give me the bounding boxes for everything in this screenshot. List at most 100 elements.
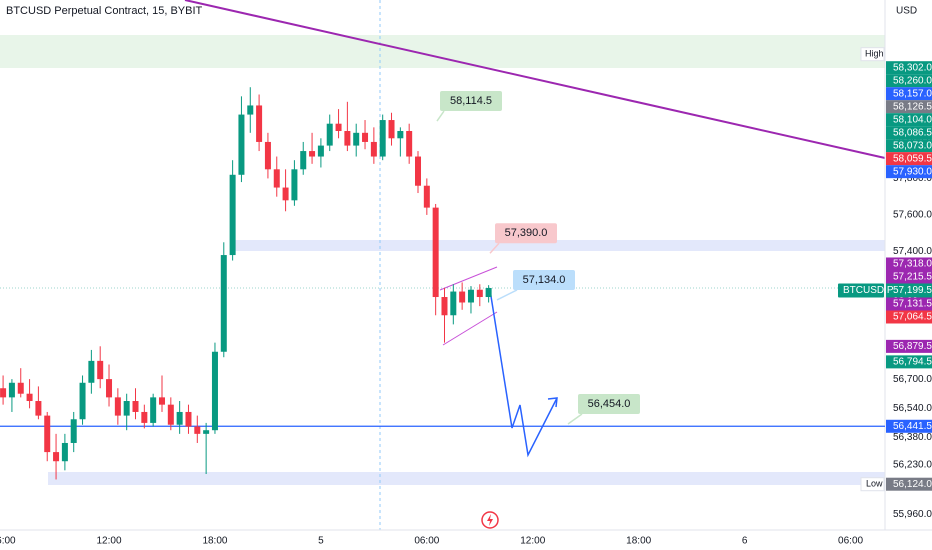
zone-green: [0, 35, 885, 68]
icon-circle[interactable]: [481, 511, 499, 529]
candle-body: [53, 452, 60, 462]
candle-body: [309, 151, 316, 157]
y-tick-label: 56,540.0: [893, 403, 932, 414]
candle-body: [406, 130, 413, 157]
candle-body: [132, 401, 139, 412]
price-tag-label: 56,794.5: [893, 357, 932, 368]
projection-arrow: [547, 397, 558, 408]
x-tick-label: 12:00: [520, 536, 545, 547]
candle-body: [326, 123, 333, 146]
low-tag: [860, 477, 885, 492]
candle-body: [370, 141, 377, 157]
candle-body: [423, 185, 430, 208]
candle-body: [106, 379, 113, 398]
zone-blue: [230, 240, 885, 251]
candle-body: [379, 120, 386, 157]
candle-body: [256, 105, 263, 142]
y-tick-label: 56,380.0: [893, 432, 932, 443]
symbol-tag: [838, 283, 884, 298]
candle-body: [167, 404, 174, 425]
candle-body: [44, 415, 51, 453]
candle-body: [415, 156, 422, 186]
candle-body: [141, 411, 148, 423]
candle-body: [388, 120, 395, 139]
candle-body: [459, 291, 466, 303]
candle-body: [123, 401, 130, 416]
candle-body: [282, 187, 289, 201]
price-tag-label: 56,124.0: [893, 479, 932, 490]
price-tag: [886, 113, 932, 127]
price-tag: [886, 419, 932, 433]
trend-line: [184, 0, 886, 159]
annotation-label: 57,134.0: [523, 274, 566, 286]
price-tag-label: 58,302.0: [893, 62, 932, 73]
candle-body: [211, 351, 218, 431]
price-tag: [886, 339, 932, 353]
candle-body: [432, 207, 439, 298]
candle-body: [273, 169, 280, 188]
annotation-label: 58,114.5: [450, 95, 492, 107]
y-tick-label: 57,800.0: [893, 173, 932, 184]
annotation-box: [495, 223, 557, 244]
annotation-box: [513, 269, 575, 290]
x-tick-label: 06:00: [838, 536, 863, 547]
high-tag: [860, 47, 885, 62]
icon-bolt[interactable]: [487, 514, 493, 526]
candle-body: [158, 397, 165, 405]
price-tag-label: 56,879.5: [893, 341, 932, 352]
price-tag-label: 58,260.0: [893, 75, 932, 86]
low-label: Low: [866, 479, 883, 489]
candle-body: [79, 382, 86, 420]
price-tag-label: 58,086.5: [893, 127, 932, 138]
x-tick-label: 12:00: [97, 536, 122, 547]
y-tick-label: 57,400.0: [893, 246, 932, 257]
price-tag: [886, 297, 932, 311]
price-tag-label: 56,441.5: [893, 421, 932, 432]
y-tick-label: 56,700.0: [893, 374, 932, 385]
candle-body: [88, 360, 95, 383]
x-tick-label: 06:00: [0, 536, 16, 547]
price-tag-label: 57,930.0: [893, 166, 932, 177]
annotation-label: 57,390.0: [505, 227, 548, 239]
price-tag-label: 57,215.5: [893, 272, 932, 283]
candle-body: [397, 130, 404, 139]
replay-icon[interactable]: [481, 511, 499, 529]
price-tag: [886, 126, 932, 140]
y-tick-label: 55,960.0: [893, 509, 932, 520]
candle-body: [335, 123, 342, 131]
projection-path: [489, 289, 558, 458]
candle-body: [150, 397, 157, 423]
candle-body: [353, 132, 360, 146]
price-tag-label: 57,199.5: [893, 285, 932, 296]
price-tag-label: 58,059.5: [893, 153, 932, 164]
price-tag: [886, 152, 932, 166]
candle-body: [61, 442, 68, 462]
candle-body: [220, 255, 227, 352]
annotation-connector: [436, 110, 445, 122]
price-tag-label: 57,131.5: [893, 299, 932, 310]
candle-body: [264, 141, 271, 170]
candle-body: [476, 289, 483, 298]
candle-body: [247, 105, 254, 115]
candle-body: [344, 130, 351, 146]
candle-body: [238, 114, 245, 175]
price-tag: [886, 100, 932, 114]
price-tag: [886, 270, 932, 284]
price-tag-label: 58,157.0: [893, 88, 932, 99]
price-tag-label: 58,073.0: [893, 140, 932, 151]
wedge-line: [442, 311, 498, 346]
price-tag-label: 57,318.0: [893, 259, 932, 270]
candle-body: [300, 151, 307, 170]
price-tag-label: 57,064.5: [893, 312, 932, 323]
candle-body: [362, 132, 369, 142]
y-tick-label: 56,230.0: [893, 460, 932, 471]
wedge-line: [439, 266, 498, 291]
x-tick-label: 06:00: [414, 536, 439, 547]
candle-body: [485, 287, 492, 298]
price-tag: [886, 257, 932, 271]
candle-body: [441, 297, 448, 316]
annotation-box: [578, 394, 640, 414]
price-tag: [886, 165, 932, 179]
zone-blue: [48, 472, 885, 485]
